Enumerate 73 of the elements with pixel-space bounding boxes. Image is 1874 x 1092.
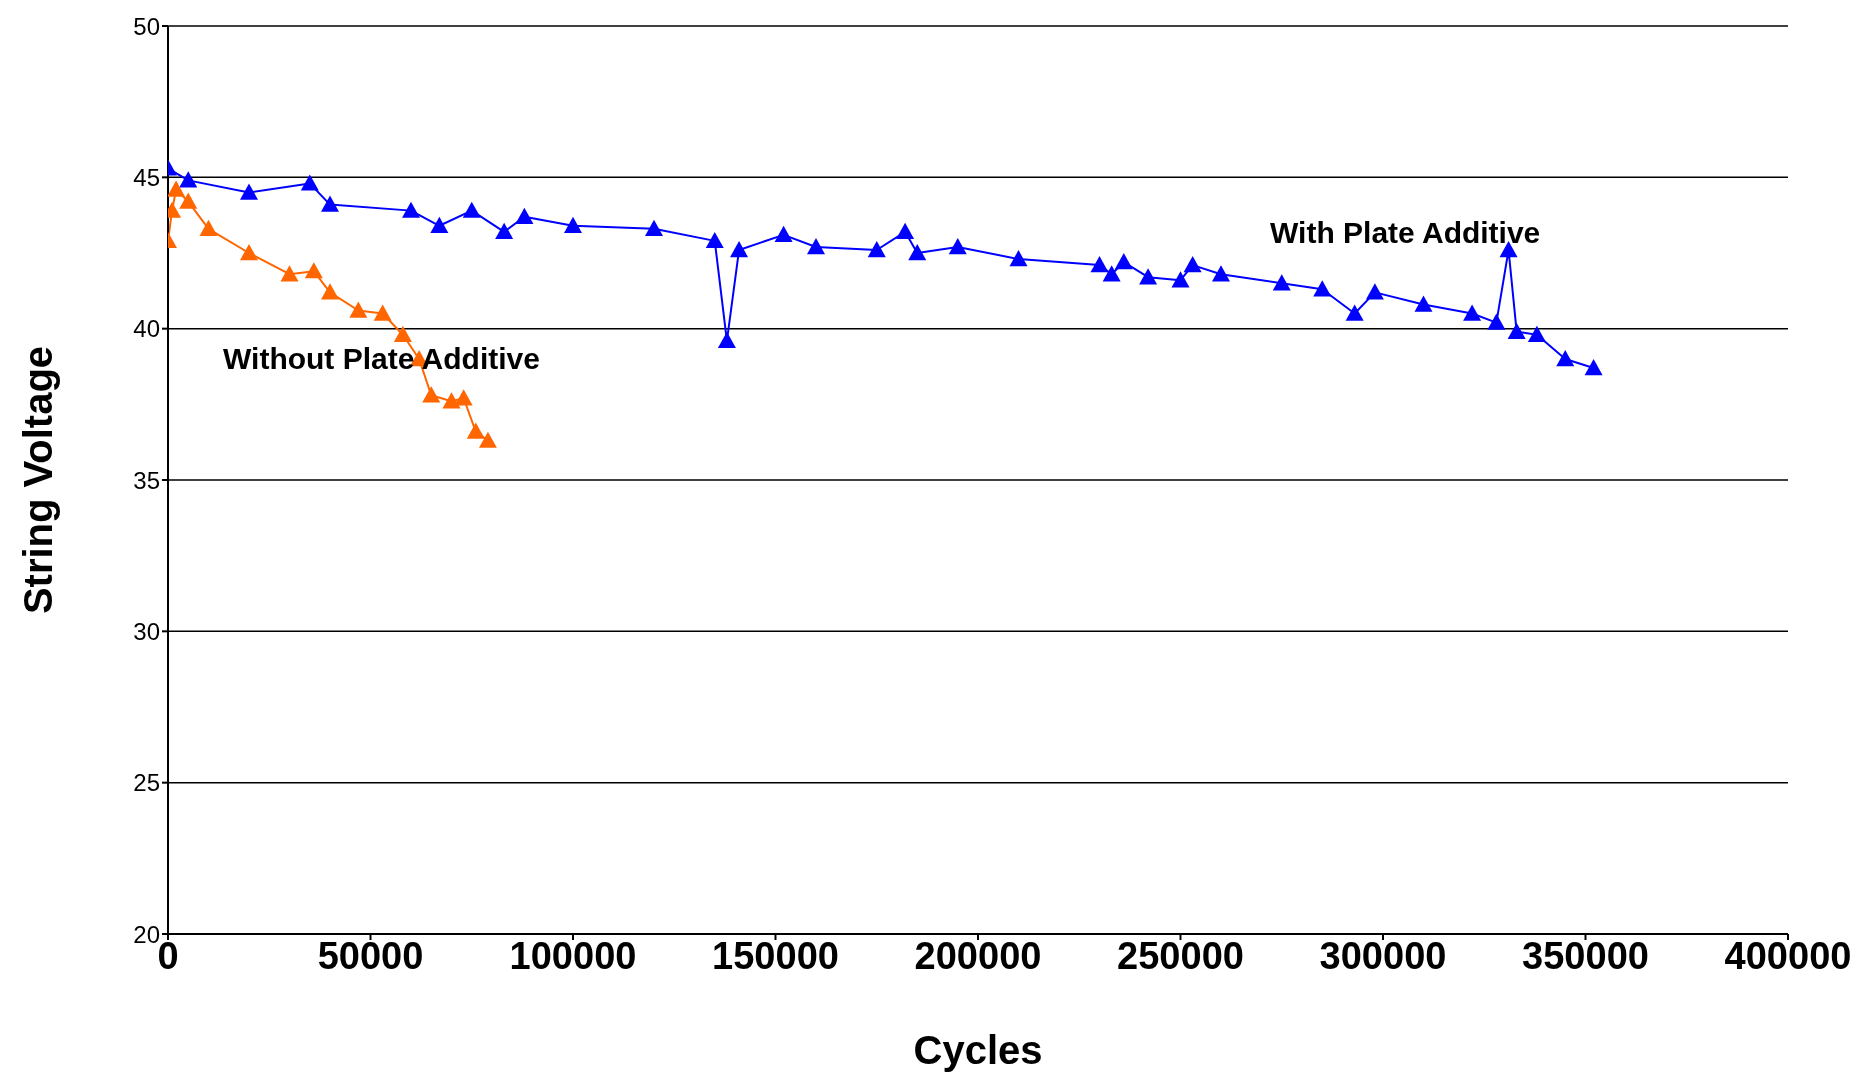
x-tick-label: 350000 <box>1522 934 1649 977</box>
point <box>1507 322 1526 339</box>
point <box>1527 325 1546 342</box>
point <box>168 180 186 197</box>
point <box>373 304 392 321</box>
point <box>515 207 534 224</box>
y-tick-label: 20 <box>133 920 160 948</box>
point <box>1139 268 1158 285</box>
y-tick-label: 40 <box>133 315 160 343</box>
point <box>430 216 449 233</box>
point <box>1114 253 1133 270</box>
point <box>1365 283 1384 300</box>
point <box>454 389 473 406</box>
x-axis-title: Cycles <box>913 1028 1043 1072</box>
point <box>1090 256 1109 273</box>
x-tick-label: 100000 <box>509 934 637 977</box>
point <box>1463 304 1482 321</box>
y-tick-label: 45 <box>133 163 160 191</box>
point <box>1171 271 1190 288</box>
y-tick-label: 50 <box>133 12 160 40</box>
point <box>730 240 749 258</box>
point <box>199 219 218 236</box>
x-tick-label: 150000 <box>712 934 839 977</box>
point <box>280 265 299 282</box>
y-tick-label: 35 <box>133 466 160 494</box>
point <box>1414 295 1433 312</box>
point <box>349 301 368 318</box>
point <box>462 201 481 218</box>
point <box>1272 274 1291 291</box>
point <box>304 262 323 279</box>
point <box>179 171 198 188</box>
point <box>948 237 967 255</box>
y-tick-label: 25 <box>133 769 160 797</box>
point <box>1487 313 1506 330</box>
point <box>300 174 319 191</box>
point <box>867 240 886 258</box>
point <box>1556 349 1575 367</box>
x-tick-label: 400000 <box>1724 934 1852 977</box>
point <box>240 244 258 261</box>
point <box>240 183 258 200</box>
point <box>774 225 793 243</box>
point <box>896 222 915 240</box>
y-axis-title: String Voltage <box>16 345 61 615</box>
point <box>807 237 825 255</box>
point <box>495 222 514 240</box>
point <box>645 219 663 236</box>
point <box>908 244 927 261</box>
point <box>1183 256 1202 273</box>
point <box>1313 280 1332 297</box>
annotation: Without Plate Additive <box>223 342 540 376</box>
x-tick-label: 300000 <box>1319 934 1447 977</box>
point <box>1009 250 1028 267</box>
point <box>478 431 497 448</box>
point <box>393 325 412 342</box>
point <box>1584 359 1603 376</box>
point <box>466 422 485 439</box>
point <box>402 201 420 218</box>
point <box>422 386 441 403</box>
x-tick-label: 250000 <box>1117 934 1244 977</box>
y-tick-label: 30 <box>133 617 160 645</box>
x-tick-label: 200000 <box>914 934 1042 977</box>
point <box>1345 304 1364 321</box>
point <box>1212 265 1230 282</box>
x-tick-label: 50000 <box>317 934 424 977</box>
point <box>179 192 198 209</box>
point <box>717 331 736 348</box>
point <box>321 283 339 300</box>
point <box>705 231 724 249</box>
point <box>1102 265 1121 282</box>
point <box>442 392 461 409</box>
point <box>564 216 582 233</box>
point <box>321 195 339 212</box>
annotation: With Plate Additive <box>1270 216 1541 250</box>
